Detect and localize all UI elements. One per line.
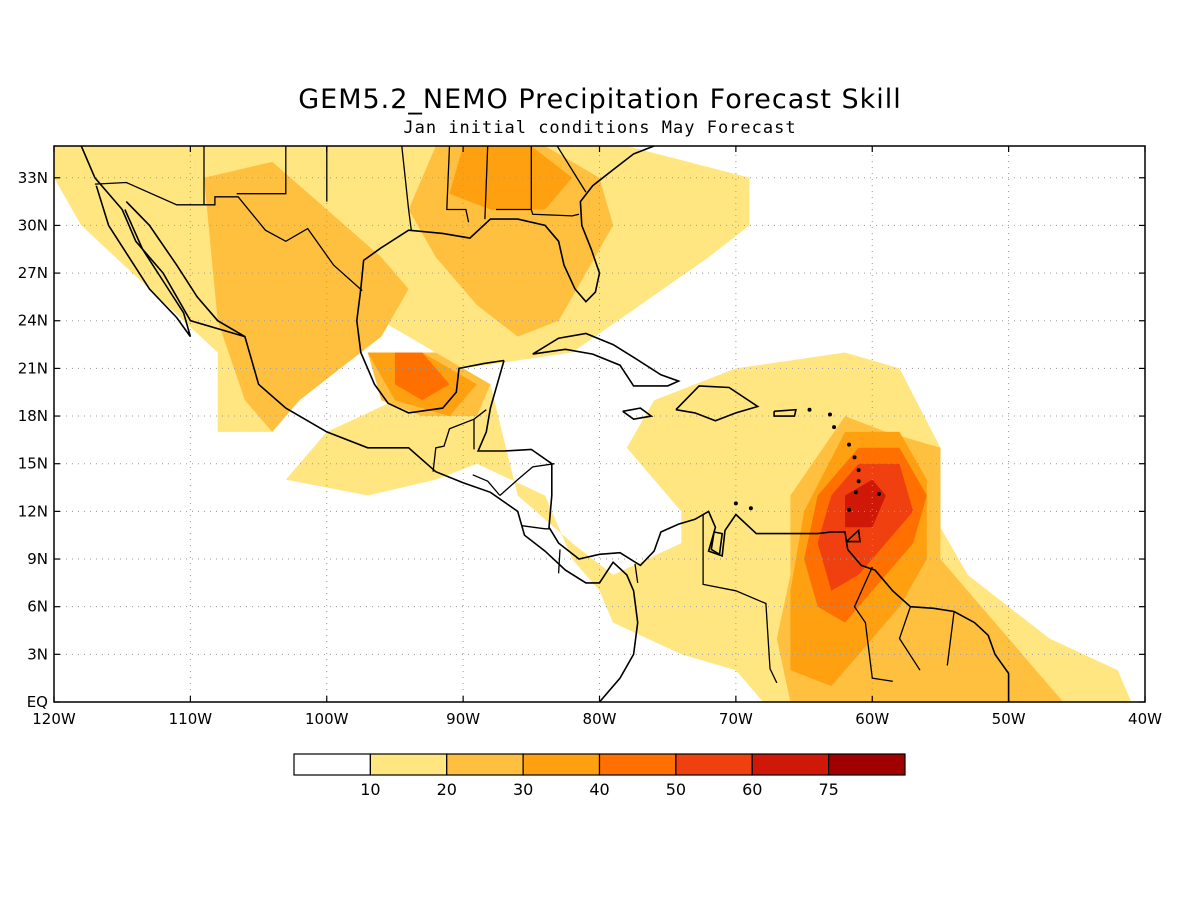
lat-label: 24N [18,312,48,330]
coastline [95,185,192,338]
political-boundary [556,146,587,193]
skill-region-level-4 [394,352,450,401]
island-marker [877,491,882,496]
coastline [125,201,246,338]
colorbar-swatch [369,753,448,776]
lat-label: 6N [27,598,48,616]
political-boundary [898,606,921,671]
lat-label: 18N [18,407,48,425]
political-boundary [432,409,487,472]
colorbar-swatch [751,753,830,776]
colorbar-swatch [293,753,371,776]
colorbar-label: 40 [589,780,609,799]
colorbar-swatch [598,753,677,776]
lon-label: 80W [583,710,617,728]
island-marker [847,507,852,512]
lon-label: 70W [719,710,753,728]
lat-label: 9N [27,550,48,568]
colorbar-label: 30 [513,780,533,799]
island-marker [852,455,857,460]
lon-label: 40W [1128,710,1162,728]
map-subtitle: Jan initial conditions May Forecast [403,118,797,138]
political-boundary [702,514,778,684]
coastline [845,528,861,543]
political-boundary [634,563,639,583]
skill-fill-layer [54,146,1132,702]
lat-label: 21N [18,359,48,377]
lon-label: 50W [992,710,1026,728]
political-boundary [521,525,551,530]
political-boundary [236,146,287,195]
island-marker [733,501,738,506]
political-boundary [499,463,555,496]
colorbar-swatch [828,753,906,776]
colorbar-label: 20 [437,780,457,799]
political-boundary [484,146,489,220]
political-boundary [94,181,363,292]
political-boundary [557,549,561,574]
lon-label: 100W [305,710,349,728]
colorbar-swatch [522,753,601,776]
coastline [675,385,760,422]
political-boundary [530,209,580,217]
island-marker [748,506,753,511]
coastline [355,146,655,414]
coastline [710,531,724,556]
island-marker [856,479,861,484]
lon-label: 60W [855,710,889,728]
island-marker [856,468,861,473]
lon-label: 90W [446,710,480,728]
political-boundary [472,474,501,496]
lat-label: EQ [27,693,48,711]
coastlines [80,146,1010,702]
island-marker [807,407,812,412]
island-marker [847,442,852,447]
coastline [622,407,654,421]
lat-label: 30N [18,216,48,234]
colorbar-label: 75 [818,780,838,799]
political-boundary [946,611,955,666]
lat-label: 15N [18,455,48,473]
island-marker [853,490,858,495]
colorbar-swatch [446,753,524,776]
lat-label: 33N [18,169,48,187]
colorbar-label: 50 [666,780,686,799]
colorbar-label: 10 [360,780,380,799]
colorbar-label: 60 [742,780,762,799]
political-boundary [446,146,470,223]
coastline [773,408,797,417]
island-marker [827,412,832,417]
lon-label: 110W [169,710,213,728]
political-boundary [853,566,893,682]
skill-region-level-2 [204,161,409,432]
coastline [80,146,639,702]
lon-label: 120W [32,710,76,728]
colorbar-swatch [675,753,753,776]
map-title: GEM5.2_NEMO Precipitation Forecast Skill [298,84,902,115]
axis-labels: EQ 3N 6N 9N 12N 15N 18N 21N 24N 27N 30N 33N 120W 110W… [18,146,1162,728]
political-boundary [401,146,412,231]
lat-label: 3N [27,645,48,663]
coastline [532,332,681,387]
lat-label: 27N [18,264,48,282]
colorbar: 10 20 30 40 50 60 75 [293,753,906,799]
lat-label: 12N [18,502,48,520]
island-marker [832,425,837,430]
